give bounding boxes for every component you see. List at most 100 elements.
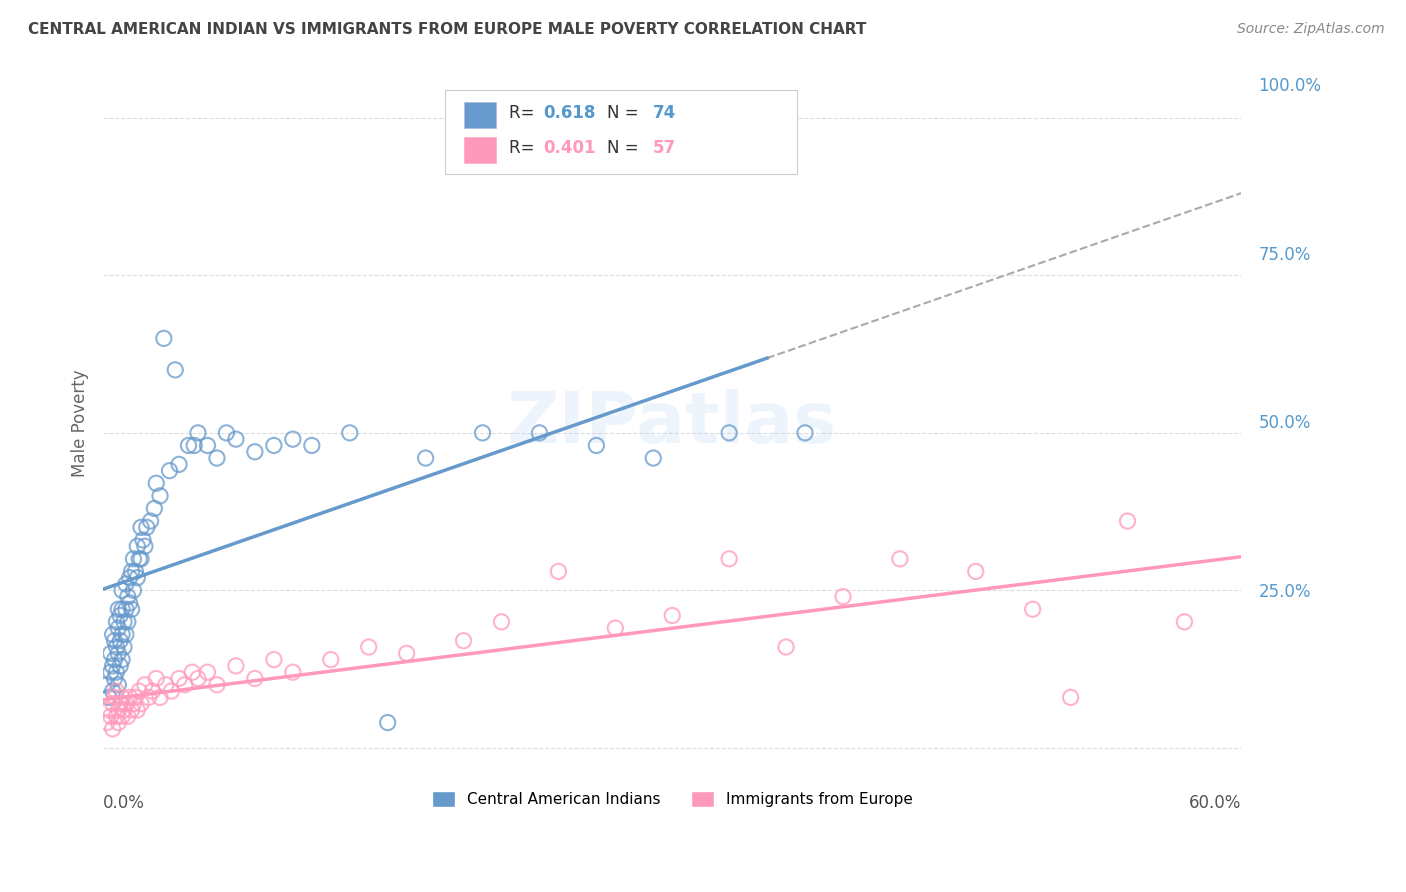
Point xyxy=(100,646,122,660)
Point xyxy=(415,451,437,466)
Point xyxy=(128,551,150,566)
Point xyxy=(127,703,149,717)
Text: N =: N = xyxy=(607,139,638,157)
Point xyxy=(122,551,145,566)
Point xyxy=(1173,615,1195,629)
Point xyxy=(160,684,183,698)
Point xyxy=(100,665,122,680)
Point xyxy=(112,615,135,629)
Point xyxy=(117,615,139,629)
Point xyxy=(205,678,228,692)
Point xyxy=(107,715,129,730)
Point xyxy=(177,438,200,452)
Point xyxy=(97,690,120,705)
Point xyxy=(112,703,135,717)
Text: R=: R= xyxy=(509,104,540,122)
Point xyxy=(121,602,143,616)
Point xyxy=(149,489,172,503)
Point xyxy=(129,697,152,711)
Point xyxy=(115,577,138,591)
Point xyxy=(111,709,134,723)
Point xyxy=(173,678,195,692)
Point xyxy=(97,703,120,717)
Point xyxy=(134,678,156,692)
Point xyxy=(263,652,285,666)
Point xyxy=(105,615,128,629)
Point xyxy=(243,672,266,686)
Point xyxy=(794,425,817,440)
Point xyxy=(605,621,627,635)
Point xyxy=(132,533,155,547)
Point xyxy=(471,425,494,440)
Point xyxy=(138,690,160,705)
Point xyxy=(145,672,167,686)
Text: ZIPatlas: ZIPatlas xyxy=(508,389,838,458)
Point xyxy=(128,684,150,698)
Point xyxy=(111,690,134,705)
Text: 0.401: 0.401 xyxy=(544,139,596,157)
Point xyxy=(96,715,118,730)
Point xyxy=(105,640,128,654)
Point xyxy=(121,703,143,717)
Point xyxy=(117,590,139,604)
Text: 57: 57 xyxy=(652,139,676,157)
Point xyxy=(122,697,145,711)
Point xyxy=(107,678,129,692)
Point xyxy=(1116,514,1139,528)
Point xyxy=(134,539,156,553)
Point xyxy=(149,690,172,705)
Point xyxy=(377,715,399,730)
Point xyxy=(111,602,134,616)
Point xyxy=(118,690,141,705)
Point xyxy=(101,659,124,673)
Text: 0.618: 0.618 xyxy=(544,104,596,122)
FancyBboxPatch shape xyxy=(444,90,797,174)
Point xyxy=(115,697,138,711)
Point xyxy=(529,425,551,440)
Point xyxy=(129,520,152,534)
Text: R=: R= xyxy=(509,139,540,157)
Point xyxy=(103,672,125,686)
Point xyxy=(103,690,125,705)
Point xyxy=(118,596,141,610)
Text: 100.0%: 100.0% xyxy=(1258,78,1322,95)
Point xyxy=(143,501,166,516)
Point xyxy=(319,652,342,666)
Point xyxy=(153,331,176,345)
Point xyxy=(103,633,125,648)
Point xyxy=(108,697,131,711)
Point xyxy=(127,539,149,553)
Point xyxy=(1021,602,1043,616)
Point xyxy=(101,697,124,711)
Point xyxy=(107,646,129,660)
Text: 74: 74 xyxy=(652,104,676,122)
Point xyxy=(108,608,131,623)
Point xyxy=(187,425,209,440)
Point xyxy=(122,583,145,598)
Point xyxy=(111,583,134,598)
Point xyxy=(96,678,118,692)
Point xyxy=(139,514,162,528)
Point xyxy=(661,608,683,623)
Point xyxy=(105,684,128,698)
Point xyxy=(145,476,167,491)
Point xyxy=(339,425,361,440)
Point xyxy=(718,425,741,440)
Point xyxy=(159,464,181,478)
Point xyxy=(301,438,323,452)
Point xyxy=(101,722,124,736)
Point xyxy=(107,602,129,616)
Text: Source: ZipAtlas.com: Source: ZipAtlas.com xyxy=(1237,22,1385,37)
Point xyxy=(585,438,607,452)
Point xyxy=(225,659,247,673)
Point xyxy=(197,438,219,452)
Point xyxy=(112,640,135,654)
Point xyxy=(181,665,204,680)
Point xyxy=(453,633,475,648)
Point xyxy=(225,432,247,446)
Text: 0.0%: 0.0% xyxy=(103,794,145,812)
Point xyxy=(127,571,149,585)
Text: CENTRAL AMERICAN INDIAN VS IMMIGRANTS FROM EUROPE MALE POVERTY CORRELATION CHART: CENTRAL AMERICAN INDIAN VS IMMIGRANTS FR… xyxy=(28,22,866,37)
Point xyxy=(357,640,380,654)
Point xyxy=(718,551,741,566)
